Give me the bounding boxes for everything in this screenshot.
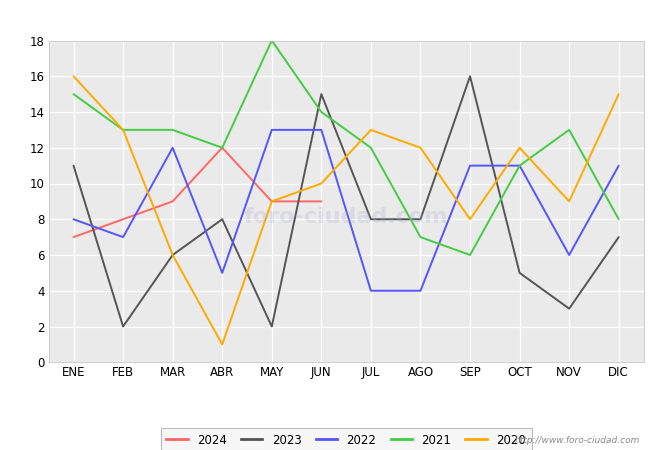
- Legend: 2024, 2023, 2022, 2021, 2020: 2024, 2023, 2022, 2021, 2020: [161, 428, 532, 450]
- Text: Matriculaciones de Vehiculos en Azuaga: Matriculaciones de Vehiculos en Azuaga: [164, 12, 486, 27]
- Text: foro-ciudad.com: foro-ciudad.com: [244, 207, 448, 227]
- Text: http://www.foro-ciudad.com: http://www.foro-ciudad.com: [515, 436, 640, 445]
